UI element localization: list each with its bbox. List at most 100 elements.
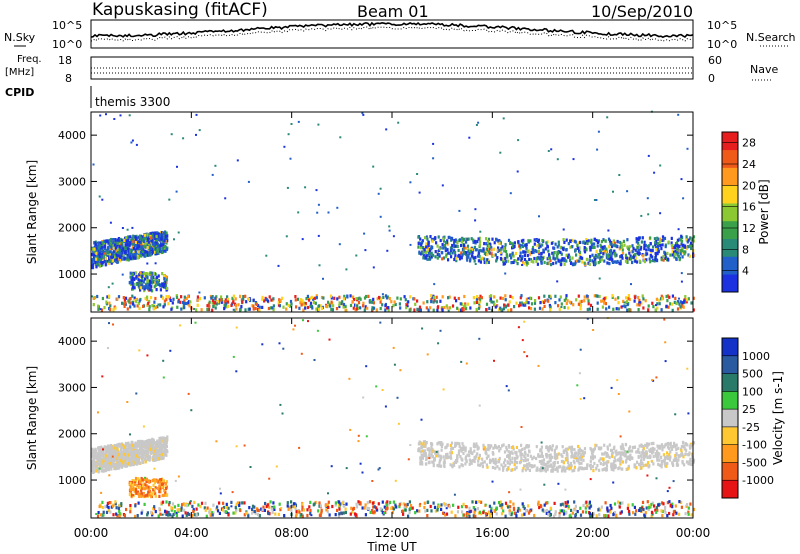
echo-cell [104,454,107,458]
echo-cell [649,242,652,246]
echo-cell [496,465,499,469]
echo-cell [140,444,143,448]
echo-cell [478,456,481,460]
echo-cell [147,488,150,492]
echo-cell [656,302,659,306]
echo-cell [510,256,513,260]
echo-cell [598,459,601,463]
echo-cell [540,454,543,458]
echo-cell [608,455,611,460]
echo-cell [431,450,434,454]
echo-cell [661,238,664,243]
echo-cell [157,453,160,457]
echo-cell [508,253,512,257]
colorbar-segment [722,238,738,257]
echo-cell [474,208,477,211]
echo-cell [451,243,454,248]
echo-cell [147,234,150,238]
echo-cell [139,234,142,238]
echo-cell [167,510,170,515]
echo-cell [512,244,515,249]
echo-cell [431,455,434,459]
echo-cell [98,452,101,456]
echo-cell [131,454,134,458]
echo-cell [612,468,615,472]
echo-cell [231,302,234,306]
echo-cell [504,464,507,468]
echo-cell [478,298,482,302]
echo-cell [472,296,475,300]
echo-cell [109,449,112,453]
echo-cell [654,243,657,247]
echo-cell [208,300,211,304]
echo-cell [661,297,664,301]
echo-cell [450,451,453,455]
echo-cell [603,299,606,303]
echo-cell [143,285,146,289]
echo-cell [181,514,184,518]
echo-cell [606,445,609,449]
echo-cell [416,173,419,175]
echo-cell [249,298,252,303]
echo-cell [346,295,349,299]
echo-cell [533,307,536,311]
echo-cell [306,294,309,298]
echo-cell [252,304,255,308]
echo-cell [100,255,103,259]
echo-cell [445,255,448,259]
echo-cell [440,464,443,468]
echo-cell [549,308,552,312]
echo-cell [621,460,624,464]
echo-cell [152,483,155,488]
echo-cell [123,514,126,518]
echo-cell [206,304,209,308]
echo-cell [122,461,125,465]
echo-cell [96,259,99,263]
echo-cell [449,454,452,458]
echo-cell [642,447,645,451]
echo-cell [526,467,529,471]
echo-cell [601,299,605,303]
echo-cell [565,238,568,242]
echo-cell [158,457,161,461]
echo-cell [573,468,576,472]
echo-cell [624,259,628,263]
echo-cell [518,449,521,453]
echo-cell [153,234,156,238]
echo-cell [510,261,513,265]
echo-cell [408,510,411,515]
echo-cell [409,181,412,184]
echo-cell [553,451,556,456]
echo-cell [565,451,569,455]
echo-cell [653,237,656,241]
echo-cell [172,297,175,301]
echo-cell [560,469,564,473]
echo-cell [541,307,544,311]
echo-cell [149,252,152,256]
echo-cell [146,246,149,250]
echo-cell [589,303,593,307]
echo-cell [509,192,512,195]
echo-cell [128,114,131,117]
echo-cell [115,506,118,510]
echo-cell [660,455,663,459]
echo-cell [319,304,322,308]
echo-cell [442,237,445,241]
echo-cell [103,239,106,243]
echo-cell [422,246,425,250]
echo-cell [498,248,501,252]
echo-cell [160,294,163,298]
echo-cell [682,197,685,200]
echo-cell [148,283,151,287]
echo-cell [462,307,465,312]
echo-cell [685,238,688,242]
echo-cell [617,307,620,311]
echo-cell [111,253,114,257]
echo-cell [528,450,531,454]
echo-cell [631,449,634,453]
echo-cell [520,258,523,262]
echo-cell [471,459,474,463]
echo-cell [600,258,603,262]
echo-cell [536,244,539,248]
echo-cell [514,456,517,460]
